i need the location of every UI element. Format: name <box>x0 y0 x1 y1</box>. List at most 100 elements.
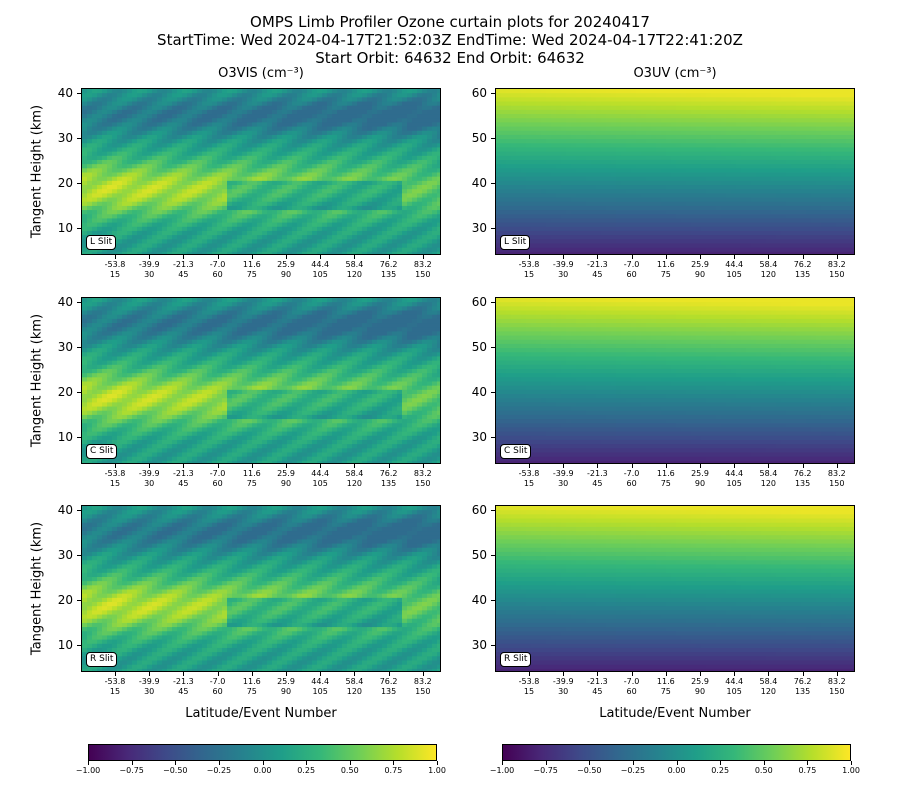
x-tick-mark <box>768 464 770 468</box>
y-tick-mark <box>77 599 81 601</box>
x-tick-event: 135 <box>794 270 811 279</box>
x-tick-event: 150 <box>829 479 845 488</box>
x-tick-event: 60 <box>626 687 637 696</box>
x-tick-label: 25.9 90 <box>266 260 306 280</box>
x-tick-mark <box>563 672 565 676</box>
x-tick-latitude: 11.6 <box>656 677 675 686</box>
colorbar-tick-label: 0.50 <box>340 766 359 775</box>
y-tick-mark <box>77 644 81 646</box>
x-tick-label: -7.0 60 <box>612 260 652 280</box>
colorbar-tick-label: 1.00 <box>842 766 860 775</box>
x-tick-latitude: 25.9 <box>277 469 295 478</box>
x-tick-label: -21.3 45 <box>163 677 203 697</box>
x-tick-event: 75 <box>660 479 671 488</box>
colorbar-tick-label: −0.50 <box>162 766 188 775</box>
x-tick-latitude: 58.4 <box>345 260 364 269</box>
colorbar-tick-label: 0.25 <box>297 766 316 775</box>
x-tick-mark <box>597 255 599 259</box>
x-tick-mark <box>631 255 633 259</box>
x-tick-label: -7.0 60 <box>612 469 652 489</box>
x-tick-event: 135 <box>380 479 397 488</box>
x-tick-event: 15 <box>523 270 535 279</box>
heatmap-canvas <box>496 89 854 254</box>
x-tick-event: 15 <box>109 479 121 488</box>
colorbar-tick-label: −0.75 <box>533 766 558 775</box>
y-tick-mark <box>77 509 81 511</box>
x-tick-mark <box>836 672 838 676</box>
x-tick-mark <box>665 255 667 259</box>
y-tick-mark <box>77 92 81 94</box>
y-tick-mark <box>491 644 495 646</box>
x-tick-label: -21.3 45 <box>577 469 617 489</box>
x-tick-label: 11.6 75 <box>232 469 272 489</box>
x-tick-event: 30 <box>558 687 569 696</box>
x-tick-mark <box>597 672 599 676</box>
colorbar-tick-mark <box>349 761 351 765</box>
x-tick-mark <box>354 672 356 676</box>
x-tick-label: 11.6 75 <box>232 260 272 280</box>
x-tick-label: 44.4 105 <box>714 260 754 280</box>
x-tick-label: 44.4 105 <box>300 260 340 280</box>
colorbar-tick-label: 0.00 <box>253 766 272 775</box>
x-tick-event: 60 <box>212 270 223 279</box>
x-tick-label: 83.2 150 <box>817 260 857 280</box>
x-tick-latitude: -39.9 <box>138 469 160 478</box>
x-tick-mark <box>802 464 804 468</box>
x-tick-label: -53.8 15 <box>509 677 549 697</box>
x-tick-label: -21.3 45 <box>163 260 203 280</box>
slit-label: R Slit <box>500 652 532 667</box>
x-tick-event: 45 <box>178 479 189 488</box>
x-tick-label: 76.2 135 <box>783 677 823 697</box>
x-tick-label: -53.8 15 <box>95 469 135 489</box>
x-tick-latitude: 76.2 <box>379 677 398 686</box>
x-tick-event: 135 <box>794 687 811 696</box>
x-tick-label: 11.6 75 <box>646 260 686 280</box>
slit-label: L Slit <box>86 235 117 250</box>
x-tick-latitude: -53.8 <box>518 260 540 269</box>
x-tick-latitude: -7.0 <box>623 260 640 269</box>
colorbar-tick-mark <box>502 761 503 765</box>
x-tick-event: 120 <box>760 687 777 696</box>
x-tick-mark <box>734 464 736 468</box>
colorbar-tick-mark <box>218 761 220 765</box>
x-tick-mark <box>115 255 116 259</box>
x-tick-latitude: 11.6 <box>242 677 261 686</box>
x-tick-event: 60 <box>626 479 637 488</box>
x-tick-label: 44.4 105 <box>714 677 754 697</box>
x-tick-latitude: -7.0 <box>209 469 226 478</box>
x-tick-mark <box>251 672 253 676</box>
colorbar-tick-mark <box>676 761 678 765</box>
x-tick-mark <box>251 464 253 468</box>
x-tick-latitude: 58.4 <box>759 469 778 478</box>
x-tick-mark <box>700 672 701 676</box>
slit-label: C Slit <box>500 444 532 459</box>
x-tick-mark <box>149 672 151 676</box>
x-tick-label: 58.4 120 <box>748 469 788 489</box>
colorbar-tick-label: 0.75 <box>384 766 403 775</box>
x-tick-label: -39.9 30 <box>543 260 583 280</box>
x-tick-label: 11.6 75 <box>646 469 686 489</box>
x-tick-mark <box>700 255 701 259</box>
x-tick-mark <box>217 464 219 468</box>
x-tick-latitude: 76.2 <box>793 260 812 269</box>
x-tick-mark <box>388 464 390 468</box>
x-tick-latitude: 25.9 <box>691 677 709 686</box>
x-tick-mark <box>286 672 287 676</box>
colorbar-tick-mark <box>88 761 89 765</box>
y-axis-label: Tangent Height (km) <box>29 104 45 238</box>
colorbar-tick-mark <box>851 761 852 765</box>
y-tick-mark <box>77 182 81 184</box>
colorbar-tick-label: 1.00 <box>428 766 446 775</box>
curtain-plot-o3vis-r: R Slit <box>81 505 441 672</box>
y-tick-label: 10 <box>57 637 73 652</box>
y-tick-label: 50 <box>471 339 487 354</box>
x-tick-label: 44.4 105 <box>714 469 754 489</box>
x-tick-label: -53.8 15 <box>509 469 549 489</box>
x-tick-latitude: 44.4 <box>725 677 744 686</box>
x-tick-latitude: -7.0 <box>209 260 226 269</box>
x-tick-latitude: 83.2 <box>827 260 846 269</box>
colorbar-tick-label: −1.00 <box>489 766 515 775</box>
x-tick-mark <box>217 255 219 259</box>
x-tick-label: -21.3 45 <box>577 260 617 280</box>
y-tick-label: 20 <box>57 175 73 190</box>
